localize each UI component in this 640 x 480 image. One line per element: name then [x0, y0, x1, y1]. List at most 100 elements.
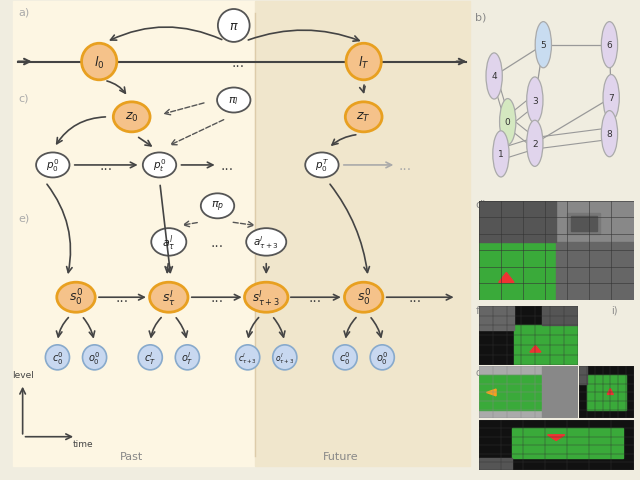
- Text: ...: ...: [220, 158, 234, 173]
- Bar: [479, 458, 512, 470]
- Circle shape: [486, 54, 502, 100]
- Ellipse shape: [201, 194, 234, 219]
- Text: Future: Future: [323, 451, 358, 461]
- Circle shape: [333, 345, 357, 370]
- Text: $o^l_T$: $o^l_T$: [181, 349, 194, 366]
- Text: c): c): [18, 94, 29, 103]
- Text: 8: 8: [607, 130, 612, 139]
- Ellipse shape: [346, 103, 382, 132]
- Text: $\pi_p$: $\pi_p$: [211, 199, 224, 214]
- Text: $\pi$: $\pi$: [229, 20, 239, 33]
- Text: ...: ...: [399, 158, 412, 173]
- Ellipse shape: [57, 283, 95, 312]
- Text: level: level: [12, 370, 33, 379]
- Circle shape: [236, 345, 260, 370]
- Bar: [479, 242, 556, 300]
- Text: 3: 3: [532, 96, 538, 105]
- Text: $o^0_0$: $o^0_0$: [376, 349, 388, 366]
- Text: ...: ...: [116, 290, 129, 305]
- Text: ...: ...: [100, 158, 113, 173]
- Bar: [543, 367, 578, 419]
- Circle shape: [218, 10, 250, 43]
- Text: 7: 7: [608, 94, 614, 103]
- Circle shape: [602, 23, 618, 69]
- Bar: [13, 2, 255, 466]
- Circle shape: [45, 345, 70, 370]
- Circle shape: [273, 345, 297, 370]
- Circle shape: [346, 44, 381, 81]
- Circle shape: [500, 99, 516, 145]
- Ellipse shape: [151, 228, 186, 256]
- Text: $a^l_\tau$: $a^l_\tau$: [162, 233, 175, 252]
- Circle shape: [527, 78, 543, 124]
- Text: $c^0_0$: $c^0_0$: [52, 349, 63, 366]
- Text: Past: Past: [120, 451, 143, 461]
- Bar: [512, 428, 623, 458]
- Bar: [587, 375, 626, 410]
- Text: $s^0_0$: $s^0_0$: [356, 288, 371, 308]
- Text: time: time: [73, 440, 93, 448]
- Circle shape: [83, 345, 107, 370]
- Circle shape: [138, 345, 163, 370]
- Text: $s^0_0$: $s^0_0$: [69, 288, 83, 308]
- Bar: [514, 326, 578, 365]
- Text: 5: 5: [540, 41, 546, 50]
- Bar: [570, 216, 597, 232]
- Circle shape: [527, 121, 543, 167]
- Text: $s^l_\tau$: $s^l_\tau$: [162, 288, 176, 307]
- Text: $l_0$: $l_0$: [94, 54, 104, 71]
- Circle shape: [535, 23, 552, 69]
- Bar: [556, 242, 634, 300]
- Text: a): a): [18, 7, 29, 17]
- Text: $z_0$: $z_0$: [125, 111, 138, 124]
- Text: ...: ...: [408, 290, 421, 305]
- Text: ...: ...: [211, 290, 224, 305]
- Ellipse shape: [36, 153, 70, 178]
- Text: 0: 0: [505, 118, 511, 127]
- Text: ...: ...: [232, 55, 245, 70]
- Text: $o^0_0$: $o^0_0$: [88, 349, 100, 366]
- Circle shape: [81, 44, 117, 81]
- Text: $o^l_{\tau+3}$: $o^l_{\tau+3}$: [275, 350, 294, 365]
- Text: o): o): [476, 367, 485, 377]
- Text: $c^l_{\tau+3}$: $c^l_{\tau+3}$: [238, 350, 257, 365]
- Text: 1: 1: [498, 150, 504, 159]
- Text: $a^l_{\tau+3}$: $a^l_{\tau+3}$: [253, 234, 279, 251]
- Bar: [479, 306, 514, 331]
- Bar: [479, 202, 556, 242]
- Text: b): b): [476, 12, 487, 22]
- Text: ...: ...: [211, 235, 224, 250]
- Ellipse shape: [217, 88, 250, 113]
- Bar: [479, 375, 543, 410]
- Bar: [543, 306, 578, 326]
- Bar: [556, 202, 634, 242]
- Text: $z_T$: $z_T$: [356, 111, 371, 124]
- Text: 2: 2: [532, 140, 538, 148]
- Ellipse shape: [113, 103, 150, 132]
- Ellipse shape: [150, 283, 188, 312]
- Text: $p^T_0$: $p^T_0$: [315, 157, 329, 174]
- Text: $p^0_t$: $p^0_t$: [153, 157, 166, 174]
- Text: ...: ...: [308, 290, 321, 305]
- Text: 6: 6: [607, 41, 612, 50]
- Ellipse shape: [143, 153, 176, 178]
- Circle shape: [493, 132, 509, 178]
- Bar: [255, 2, 470, 466]
- Circle shape: [175, 345, 200, 370]
- Text: ii): ii): [611, 367, 620, 377]
- Text: e): e): [18, 214, 29, 223]
- Circle shape: [370, 345, 394, 370]
- Text: $c^0_0$: $c^0_0$: [339, 349, 351, 366]
- Text: i): i): [611, 305, 618, 315]
- Text: $l_T$: $l_T$: [358, 54, 369, 71]
- Text: $p^0_0$: $p^0_0$: [46, 157, 60, 174]
- Text: f): f): [476, 305, 484, 315]
- Ellipse shape: [244, 283, 288, 312]
- Ellipse shape: [305, 153, 339, 178]
- Bar: [567, 214, 600, 234]
- Text: $\pi_l$: $\pi_l$: [228, 95, 239, 107]
- Text: 4: 4: [492, 72, 497, 81]
- Ellipse shape: [246, 228, 286, 256]
- Ellipse shape: [344, 283, 383, 312]
- Circle shape: [602, 111, 618, 157]
